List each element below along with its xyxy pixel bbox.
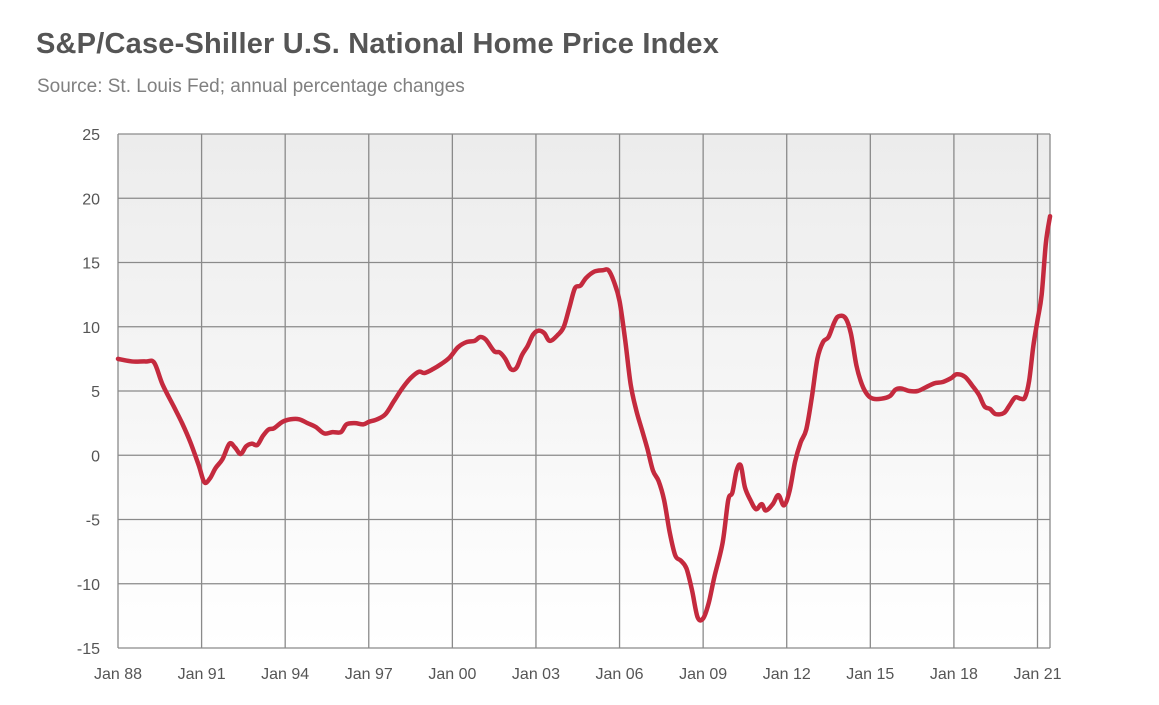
x-tick-label: Jan 21 [1013, 666, 1061, 683]
x-tick-label: Jan 97 [345, 666, 393, 683]
y-tick-label: -15 [77, 641, 100, 658]
chart-title: S&P/Case-Shiller U.S. National Home Pric… [36, 28, 720, 60]
x-tick-label: Jan 15 [846, 666, 894, 683]
y-tick-label: 5 [91, 384, 100, 401]
x-tick-label: Jan 06 [596, 666, 644, 683]
y-tick-label: 25 [82, 127, 100, 144]
y-tick-label: 0 [91, 448, 100, 465]
y-tick-label: 20 [82, 191, 100, 208]
x-tick-label: Jan 03 [512, 666, 560, 683]
x-tick-label: Jan 00 [428, 666, 476, 683]
x-tick-label: Jan 18 [930, 666, 978, 683]
x-tick-label: Jan 94 [261, 666, 309, 683]
y-tick-label: -5 [86, 513, 100, 530]
chart-subtitle: Source: St. Louis Fed; annual percentage… [37, 76, 465, 97]
y-tick-label: 10 [82, 320, 100, 337]
y-tick-label: -10 [77, 577, 100, 594]
y-tick-label: 15 [82, 256, 100, 273]
x-tick-label: Jan 09 [679, 666, 727, 683]
x-tick-label: Jan 88 [94, 666, 142, 683]
x-tick-label: Jan 12 [763, 666, 811, 683]
x-tick-label: Jan 91 [178, 666, 226, 683]
